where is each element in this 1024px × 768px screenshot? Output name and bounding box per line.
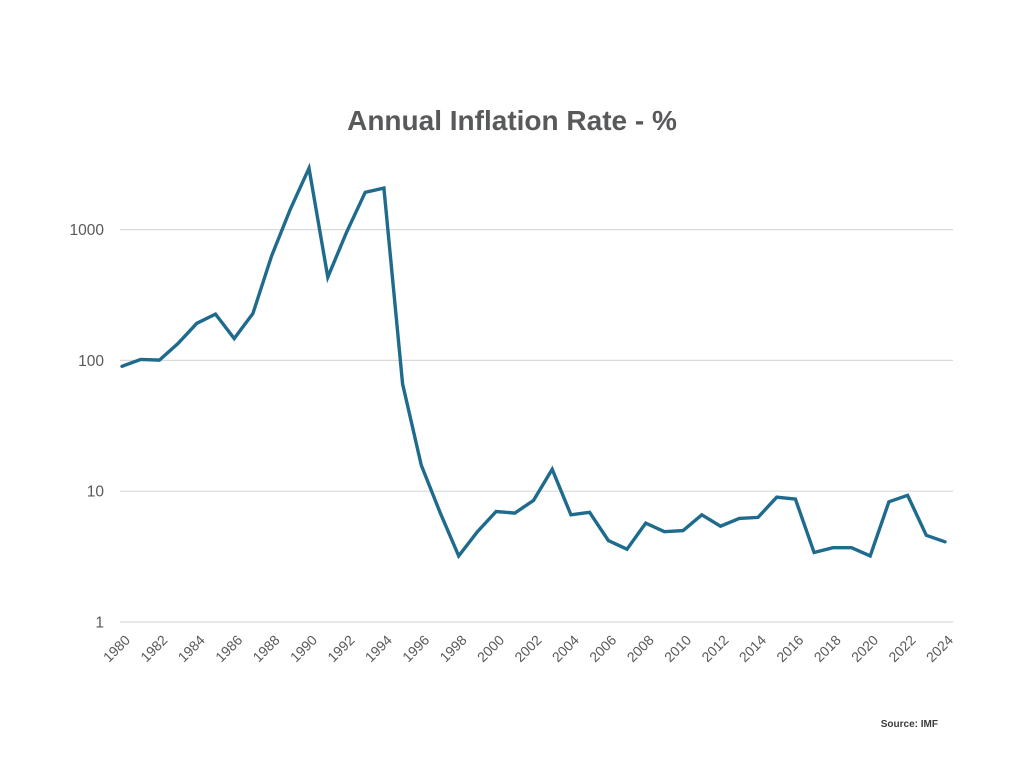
x-axis-tick-label: 2022 [885, 632, 918, 665]
x-axis-tick-label: 1992 [324, 632, 357, 665]
x-axis-tick-label: 1982 [137, 632, 170, 665]
inflation-line-series [120, 162, 947, 560]
x-axis-tick-label: 2010 [661, 632, 694, 665]
x-axis-tick-label: 2014 [736, 632, 769, 665]
x-axis-tick-label: 1998 [436, 632, 469, 665]
source-note: Source: IMF [880, 719, 938, 730]
x-axis-tick-label: 1990 [287, 632, 320, 665]
x-axis-tick-label: 2002 [511, 632, 544, 665]
x-axis-tick-label: 1986 [212, 632, 245, 665]
y-axis-tick-label: 100 [78, 353, 104, 370]
y-axis-tick-label: 1000 [70, 222, 105, 239]
x-axis-tick-label: 2004 [549, 632, 582, 665]
y-axis-tick-label: 10 [87, 484, 105, 501]
chart-title: Annual Inflation Rate - % [347, 105, 677, 136]
x-axis-tick-label: 1980 [100, 632, 133, 665]
x-axis-tick-label: 2008 [624, 632, 657, 665]
x-axis-tick-label: 2016 [773, 632, 806, 665]
x-axis-tick-label: 1996 [399, 632, 432, 665]
x-axis-tick-label: 2020 [848, 632, 881, 665]
x-axis-tick-label: 1994 [362, 632, 395, 665]
x-axis-tick-label: 2000 [474, 632, 507, 665]
x-axis-tick-label: 1984 [175, 632, 208, 665]
x-axis-tick-label: 2018 [811, 632, 844, 665]
x-axis-tick-label: 2024 [923, 632, 956, 665]
y-axis-tick-label: 1 [95, 615, 104, 632]
x-axis-tick-label: 1988 [249, 632, 282, 665]
x-axis-tick-label: 2006 [586, 632, 619, 665]
x-axis-tick-label: 2012 [698, 632, 731, 665]
